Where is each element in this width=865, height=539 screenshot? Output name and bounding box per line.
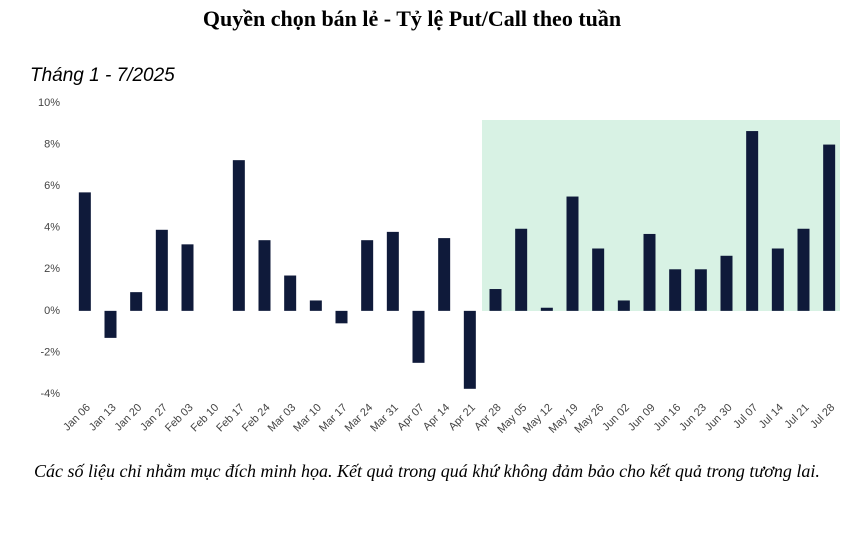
x-tick-label: May 26 — [572, 402, 606, 436]
bar — [309, 300, 322, 311]
x-tick-label: Mar 31 — [368, 402, 401, 435]
x-tick-label: Apr 21 — [447, 402, 478, 433]
bar — [361, 240, 374, 311]
bar — [566, 196, 579, 311]
x-tick-label: Apr 07 — [395, 402, 426, 433]
bar — [797, 228, 810, 311]
bar — [617, 300, 630, 311]
bar — [232, 160, 245, 311]
bar — [78, 192, 91, 311]
y-tick-label: 8% — [44, 138, 60, 150]
bar — [258, 240, 271, 311]
x-tick-label: Mar 03 — [266, 402, 299, 435]
bar — [823, 144, 836, 311]
bar — [438, 238, 451, 311]
x-tick-label: Jun 16 — [652, 402, 684, 434]
x-tick-label: Mar 10 — [291, 402, 324, 435]
x-tick-label: Feb 10 — [189, 402, 222, 435]
bar — [130, 292, 143, 311]
y-tick-label: 4% — [44, 222, 60, 234]
y-tick-label: 2% — [44, 263, 60, 275]
y-tick-label: -4% — [40, 388, 60, 400]
x-tick-label: Jul 14 — [757, 402, 786, 431]
chart-title: Quyền chọn bán lẻ - Tỷ lệ Put/Call theo … — [203, 6, 621, 31]
x-tick-label: Mar 24 — [343, 402, 376, 435]
bar — [412, 310, 425, 363]
x-tick-label: Jan 20 — [113, 402, 145, 434]
bar — [720, 255, 733, 311]
bar — [463, 310, 476, 389]
bar — [386, 231, 399, 311]
x-tick-label: Feb 24 — [240, 402, 273, 435]
bar — [771, 248, 784, 311]
y-tick-label: -2% — [40, 346, 60, 358]
x-tick-label: Jul 07 — [731, 402, 760, 431]
bar — [592, 248, 605, 311]
bar — [746, 131, 759, 311]
x-tick-label: Mar 17 — [317, 402, 350, 435]
bar — [694, 269, 707, 311]
x-tick-label: Jul 21 — [782, 402, 811, 431]
bar — [540, 307, 553, 311]
chart-subtitle: Tháng 1 - 7/2025 — [30, 65, 175, 86]
bar — [104, 310, 117, 338]
x-tick-label: Feb 17 — [214, 402, 247, 435]
footnote: Các số liệu chỉ nhằm mục đích minh họa. … — [34, 461, 820, 481]
x-tick-label: Apr 14 — [421, 402, 452, 433]
footnote-box: Các số liệu chỉ nhằm mục đích minh họa. … — [34, 461, 820, 481]
x-tick-label: Jun 23 — [677, 402, 709, 434]
bar — [643, 233, 656, 311]
bar — [669, 269, 682, 311]
bar — [181, 244, 194, 311]
x-tick-label: Jan 06 — [61, 402, 93, 434]
x-tick-label: Jan 13 — [87, 402, 119, 434]
y-tick-label: 10% — [38, 97, 60, 109]
x-tick-label: Jun 30 — [703, 402, 735, 434]
x-tick-label: Jun 02 — [600, 402, 632, 434]
bar — [489, 289, 502, 311]
x-tick-label: Jul 28 — [808, 402, 837, 431]
bar — [335, 310, 348, 324]
x-tick-label: Jun 09 — [626, 402, 658, 434]
y-tick-label: 0% — [44, 305, 60, 317]
bar — [155, 229, 168, 311]
highlight-region — [482, 120, 840, 311]
bar — [515, 228, 528, 311]
x-tick-label: Feb 03 — [163, 402, 196, 435]
bar — [284, 275, 297, 311]
y-tick-label: 6% — [44, 180, 60, 192]
